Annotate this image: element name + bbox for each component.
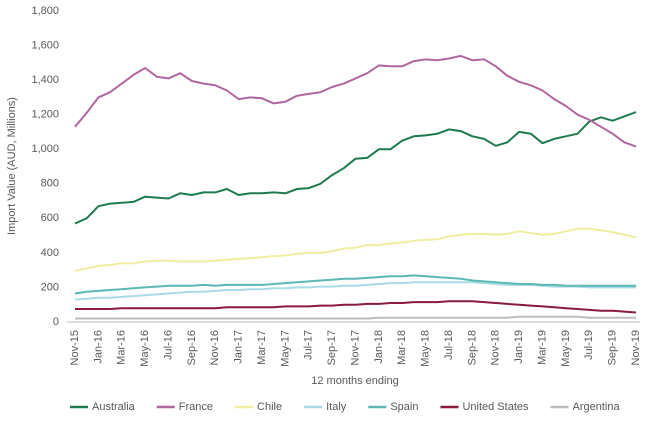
x-tick-label: Nov-15 (69, 330, 81, 365)
x-tick-label: Sep-18 (466, 330, 478, 365)
y-tick-label: 1,600 (31, 39, 59, 51)
legend-label: Argentina (573, 401, 621, 413)
series-line (75, 300, 637, 314)
y-tick-label: 1,400 (31, 74, 59, 86)
x-tick-label: Mar-19 (536, 330, 548, 365)
x-tick-label: Nov-17 (349, 330, 361, 365)
x-tick-label: Jan-16 (92, 330, 104, 364)
y-tick-label: 1,200 (31, 109, 59, 121)
y-tick-label: 600 (41, 212, 59, 224)
x-tick-label: Jan-17 (233, 330, 245, 364)
series-line (74, 54, 637, 148)
x-tick-label: Mar-18 (396, 330, 408, 365)
y-tick-label: 400 (41, 247, 59, 259)
x-tick-label: Nov-16 (209, 330, 221, 365)
x-tick-label: Jan-19 (513, 330, 525, 364)
x-tick-label: May-18 (420, 330, 432, 367)
y-tick-label: 1,000 (31, 143, 59, 155)
x-tick-label: May-19 (560, 330, 572, 367)
x-tick-label: Jul-17 (303, 330, 315, 360)
legend-label: United States (462, 401, 529, 413)
legend-label: Italy (326, 401, 347, 413)
x-axis-label: 12 months ending (311, 375, 398, 387)
x-tick-label: Jul-19 (583, 330, 595, 360)
series-line (75, 315, 636, 320)
legend-label: Australia (92, 401, 136, 413)
y-axis-label: Import Value (AUD, Millions) (6, 97, 18, 235)
x-tick-label: May-17 (279, 330, 291, 367)
x-tick-label: Jul-18 (443, 330, 455, 360)
legend-label: Chile (257, 401, 282, 413)
x-tick-label: Nov-18 (490, 330, 502, 365)
x-tick-label: Sep-17 (326, 330, 338, 365)
legend-label: Spain (390, 401, 418, 413)
x-tick-label: Nov-19 (630, 330, 642, 365)
y-tick-label: 800 (41, 178, 59, 190)
x-tick-label: Jul-16 (162, 330, 174, 360)
x-tick-label: May-16 (139, 330, 151, 367)
series-line (74, 227, 637, 272)
legend-label: France (179, 401, 213, 413)
x-tick-label: Sep-16 (186, 330, 198, 365)
y-tick-label: 200 (41, 281, 59, 293)
series-line (74, 274, 636, 295)
x-tick-label: Sep-19 (607, 330, 619, 365)
series-line (74, 111, 637, 225)
x-tick-label: Jan-18 (373, 330, 385, 364)
y-tick-label: 1,800 (31, 5, 59, 17)
x-tick-label: Mar-17 (256, 330, 268, 365)
x-tick-label: Mar-16 (116, 330, 128, 365)
y-tick-label: 0 (53, 316, 59, 328)
